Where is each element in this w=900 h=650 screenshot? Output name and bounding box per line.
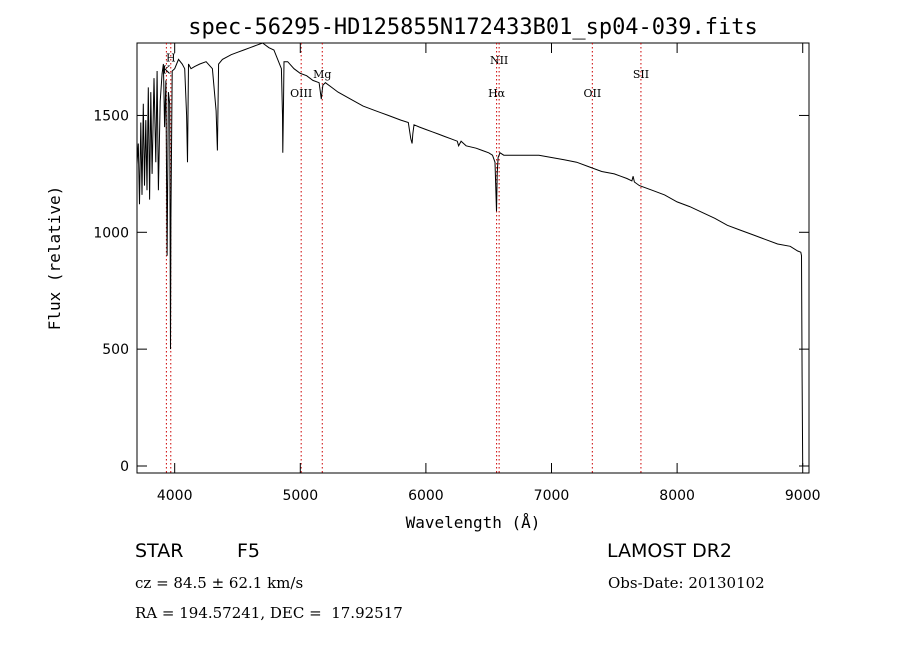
line-marker-label: OII [583, 87, 601, 100]
object-subclass: F5 [237, 540, 261, 562]
x-axis-label: Wavelength (Å) [406, 513, 541, 532]
observation-date: Obs-Date: 20130102 [608, 574, 765, 592]
line-marker-label: OIII [290, 87, 312, 100]
redshift-value: cz = 84.5 ± 62.1 km/s [135, 574, 304, 592]
line-marker-label: SII [633, 68, 649, 81]
line-marker-label: Hα [488, 87, 506, 100]
object-class: STAR [135, 540, 184, 562]
line-marker-label: K [162, 63, 171, 76]
survey-name: LAMOST DR2 [607, 540, 732, 562]
spectrum-line [136, 42, 804, 467]
x-tick-label: 4000 [157, 488, 193, 504]
x-tick-label: 6000 [408, 488, 444, 504]
y-tick-label: 500 [102, 342, 129, 358]
plot-frame [136, 42, 810, 474]
sky-coordinates: RA = 194.57241, DEC = 17.92517 [135, 604, 403, 622]
line-marker-label: Mg [313, 68, 331, 81]
y-tick-label: 0 [120, 459, 129, 475]
x-tick-label: 5000 [282, 488, 318, 504]
line-marker-label: NII [490, 54, 508, 67]
x-tick-label: 9000 [785, 488, 821, 504]
axis-tick-layer: 4000 5000 6000 7000 8000 9000 0 500 1000 1500 [93, 43, 821, 504]
y-tick-label: 1500 [93, 108, 129, 124]
y-axis-label: Flux (relative) [45, 186, 64, 331]
x-tick-label: 7000 [534, 488, 570, 504]
x-tick-label: 8000 [659, 488, 695, 504]
y-tick-label: 1000 [93, 225, 129, 241]
line-marker-label: H [166, 52, 176, 65]
chart-title: spec-56295-HD125855N172433B01_sp04-039.f… [188, 15, 758, 40]
